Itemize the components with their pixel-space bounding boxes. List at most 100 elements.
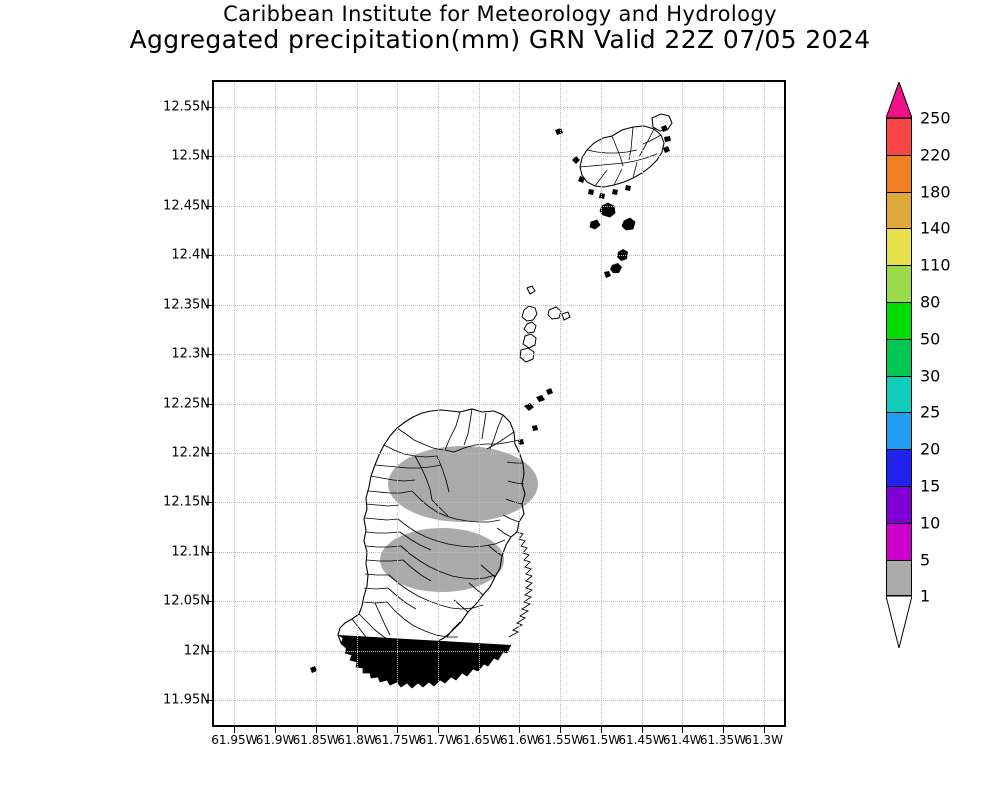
precip-blob-north — [388, 446, 538, 522]
x-axis-label: 61.75W — [374, 733, 421, 747]
x-axis-label: 61.95W — [211, 733, 258, 747]
y-axis-label: 12.05N — [163, 593, 210, 609]
gridline-horizontal — [214, 452, 784, 454]
colorbar-tick-label: 30 — [920, 366, 941, 386]
petite-martinique-outline — [589, 202, 636, 231]
y-axis-tick — [206, 502, 212, 504]
x-axis-label: 61.85W — [292, 733, 339, 747]
precip-blob-south — [380, 528, 504, 592]
gridline-horizontal — [214, 255, 784, 257]
x-axis-tick — [682, 727, 684, 733]
gridline-horizontal — [214, 354, 784, 356]
colorbar-tick-label: 15 — [920, 476, 941, 496]
x-axis-tick — [234, 727, 236, 733]
x-axis-label: 61.35W — [699, 733, 747, 747]
colorbar-tick-label: 140 — [920, 218, 951, 238]
y-axis-label: 12.35N — [163, 297, 210, 313]
colorbar-over-arrow — [886, 82, 912, 118]
gridline-horizontal — [214, 403, 784, 405]
y-axis-tick — [206, 106, 212, 108]
x-axis-tick — [315, 727, 317, 733]
carriacou-outline — [579, 113, 673, 188]
x-axis-label: 61.55W — [536, 733, 584, 747]
colorbar-band — [886, 485, 912, 523]
x-axis-label: 61.4W — [662, 733, 702, 747]
colorbar-band — [886, 559, 912, 597]
colorbar — [886, 118, 912, 597]
x-axis-tick — [437, 727, 439, 733]
y-axis-tick — [206, 452, 212, 454]
y-axis-label: 12.45N — [163, 198, 210, 214]
page-title: Aggregated precipitation(mm) GRN Valid 2… — [129, 25, 871, 54]
x-axis-tick — [722, 727, 724, 733]
grenada-east-coast-detail — [508, 531, 533, 638]
y-axis-label: 12.4N — [171, 247, 210, 263]
y-axis-tick — [206, 601, 212, 603]
gridline-horizontal — [214, 601, 784, 603]
ronde-caille-islands — [519, 285, 571, 363]
y-axis-label: 12.55N — [163, 99, 210, 115]
x-axis-tick — [275, 727, 277, 733]
x-axis-label: 61.5W — [581, 733, 621, 747]
colorbar-band — [886, 338, 912, 376]
x-axis-label: 61.6W — [500, 733, 539, 747]
y-axis-tick — [206, 156, 212, 158]
y-axis-tick — [206, 205, 212, 207]
colorbar-tick-label: 25 — [920, 402, 941, 422]
y-axis-tick — [206, 551, 212, 553]
x-axis-tick — [641, 727, 643, 733]
institute-title: Caribbean Institute for Meteorology and … — [223, 2, 777, 26]
colorbar-tick-label: 180 — [920, 182, 951, 202]
y-axis-label: 12.2N — [171, 445, 210, 461]
x-axis-tick — [763, 727, 765, 733]
colorbar-tick-label: 1 — [920, 586, 931, 606]
precipitation-shading — [378, 446, 538, 670]
colorbar-tick-label: 80 — [920, 292, 941, 312]
colorbar-band — [886, 522, 912, 560]
x-axis-label: 61.3W — [744, 733, 783, 747]
colorbar-band — [886, 375, 912, 413]
colorbar-band — [886, 228, 912, 266]
x-axis-tick — [478, 727, 480, 733]
y-axis-tick — [206, 354, 212, 356]
colorbar-tick-label: 250 — [920, 108, 951, 128]
y-axis-label: 11.95N — [163, 692, 210, 708]
colorbar-tick-label: 220 — [920, 145, 951, 165]
x-axis-label: 61.65W — [455, 733, 502, 747]
gridline-horizontal — [214, 156, 784, 158]
y-axis-label: 12.1N — [171, 544, 210, 560]
x-axis-tick — [600, 727, 602, 733]
y-axis-tick — [206, 255, 212, 257]
colorbar-band — [886, 118, 912, 155]
x-axis-tick — [356, 727, 358, 733]
colorbar-tick-label: 10 — [920, 513, 941, 533]
colorbar-tick-label: 5 — [920, 550, 931, 570]
y-axis-tick — [206, 403, 212, 405]
gridline-horizontal — [214, 700, 784, 702]
grenada-south-coast-detail — [337, 634, 512, 689]
colorbar-band — [886, 449, 912, 486]
y-axis-tick — [206, 700, 212, 702]
gridline-horizontal — [214, 650, 784, 652]
colorbar-band — [886, 301, 912, 339]
colorbar-band — [886, 412, 912, 450]
y-axis-label: 12N — [183, 643, 210, 659]
gridline-horizontal — [214, 106, 784, 108]
x-axis-label: 61.7W — [418, 733, 458, 747]
chart-title-block: Caribbean Institute for Meteorology and … — [0, 2, 1000, 54]
x-axis-tick — [397, 727, 399, 733]
small-islets-north — [604, 249, 628, 278]
colorbar-tick-label: 110 — [920, 255, 951, 275]
y-axis-tick — [206, 304, 212, 306]
colorbar-band — [886, 191, 912, 229]
y-axis-label: 12.5N — [171, 148, 210, 164]
x-axis-label: 61.9W — [255, 733, 295, 747]
map-canvas — [214, 82, 784, 725]
colorbar-tick-label: 50 — [920, 329, 941, 349]
gridline-horizontal — [214, 551, 784, 553]
map-plot-area — [212, 80, 786, 727]
gridline-horizontal — [214, 502, 784, 504]
y-axis-label: 12.3N — [171, 346, 210, 362]
colorbar-band — [886, 154, 912, 192]
colorbar-band — [886, 265, 912, 302]
